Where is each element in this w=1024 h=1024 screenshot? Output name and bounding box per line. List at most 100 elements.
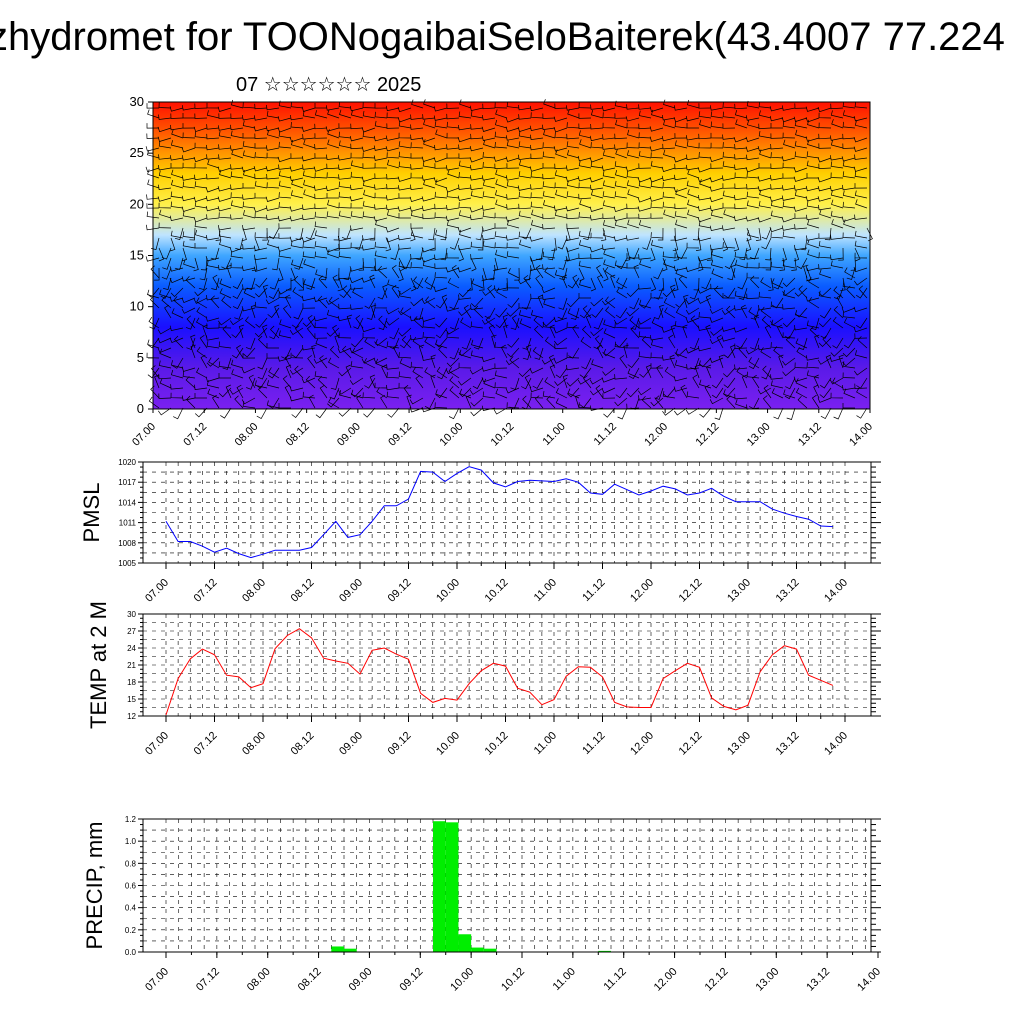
wind-barb xyxy=(318,295,328,309)
wind-barb xyxy=(350,202,364,209)
wind-barb xyxy=(722,161,736,169)
wind-barb xyxy=(199,335,208,349)
wind-barb xyxy=(578,182,592,189)
wind-barb xyxy=(369,274,376,289)
wind-barb xyxy=(842,347,856,358)
wind-barb xyxy=(675,348,688,359)
wind-barb xyxy=(505,357,520,366)
wind-barb xyxy=(325,126,340,132)
precip-bar xyxy=(458,934,472,952)
wind-barb xyxy=(186,395,196,409)
wind-barbs xyxy=(145,99,873,420)
wind-barb xyxy=(770,301,784,309)
wind-barb xyxy=(254,254,268,261)
wind-barb xyxy=(734,143,748,150)
wind-barb xyxy=(494,363,508,369)
wind-barb xyxy=(291,179,304,189)
wind-barb xyxy=(578,253,592,259)
wind-barb xyxy=(339,287,352,298)
wind-barb xyxy=(374,241,388,249)
wind-barb xyxy=(211,277,220,291)
wind-barb xyxy=(353,317,364,330)
wind-barb xyxy=(448,407,460,420)
wind-barb xyxy=(254,180,268,189)
wind-barb xyxy=(338,303,352,310)
wind-barb xyxy=(302,317,316,327)
wind-barb xyxy=(638,104,652,110)
wind-barb xyxy=(842,201,856,209)
wind-barb xyxy=(481,175,496,181)
wind-barb xyxy=(841,156,856,162)
wind-barb xyxy=(819,387,832,399)
wind-barb xyxy=(398,213,411,219)
wind-barb xyxy=(578,193,592,200)
wind-barb xyxy=(770,342,784,349)
wind-barb xyxy=(157,126,172,133)
wind-barb xyxy=(171,169,184,179)
wind-barb xyxy=(854,171,868,179)
wind-barb xyxy=(487,285,496,299)
wind-barb xyxy=(326,163,340,170)
yaxis-label: TEMP at 2 M xyxy=(86,601,111,729)
wind-barb xyxy=(305,227,316,240)
wind-barb xyxy=(805,355,820,361)
wind-barb xyxy=(650,240,664,249)
wind-barb xyxy=(351,347,364,359)
wind-barb xyxy=(524,267,532,281)
wind-barb xyxy=(303,189,316,199)
wind-barb xyxy=(518,303,531,309)
wind-barb xyxy=(314,203,328,209)
wind-barb xyxy=(505,216,520,222)
wind-barb xyxy=(169,155,184,161)
wind-barb xyxy=(674,252,688,259)
wind-barb xyxy=(590,387,604,396)
wind-barb xyxy=(434,263,448,269)
wind-barb xyxy=(398,290,412,299)
wind-barb xyxy=(254,287,268,298)
wind-barb xyxy=(709,337,724,344)
wind-barb xyxy=(196,367,208,379)
wind-barb xyxy=(194,174,208,181)
wind-barb xyxy=(398,382,412,389)
wind-barb xyxy=(818,240,832,249)
wind-barb xyxy=(583,375,592,389)
wind-barb xyxy=(278,131,292,139)
wind-barb xyxy=(616,277,628,289)
wind-barb xyxy=(683,294,689,309)
wind-barb xyxy=(741,374,748,389)
precip-bar xyxy=(471,947,484,952)
wind-barb xyxy=(566,352,580,359)
wind-barb xyxy=(675,297,688,308)
wind-barb xyxy=(602,267,609,282)
wind-barb xyxy=(519,318,532,329)
wind-barb xyxy=(398,193,412,199)
wind-barb xyxy=(842,143,856,149)
wind-barb xyxy=(542,190,556,199)
wind-barb xyxy=(529,236,544,242)
wind-barb xyxy=(628,367,640,379)
wind-barb xyxy=(654,395,664,409)
wind-barb xyxy=(284,354,292,369)
wind-barb xyxy=(554,377,568,386)
precip-bar xyxy=(445,822,459,952)
wind-barb xyxy=(345,364,352,379)
wind-barb xyxy=(266,182,280,189)
wind-barb xyxy=(565,176,580,182)
wind-barb xyxy=(350,284,364,290)
wind-barb xyxy=(514,267,520,281)
xtick-label: 07.12 xyxy=(194,966,222,994)
wind-barb xyxy=(170,287,184,297)
wind-barb xyxy=(362,180,376,189)
wind-barb xyxy=(445,306,460,312)
wind-barb xyxy=(714,285,724,299)
wind-barb xyxy=(328,357,340,369)
wind-barb xyxy=(800,237,808,251)
wind-barb xyxy=(470,184,484,190)
wind-barb xyxy=(764,324,772,339)
wind-barb xyxy=(355,315,364,329)
wind-barb xyxy=(445,367,460,375)
wind-barb xyxy=(445,267,460,273)
wind-barb xyxy=(793,167,808,173)
wind-barb xyxy=(314,103,327,109)
